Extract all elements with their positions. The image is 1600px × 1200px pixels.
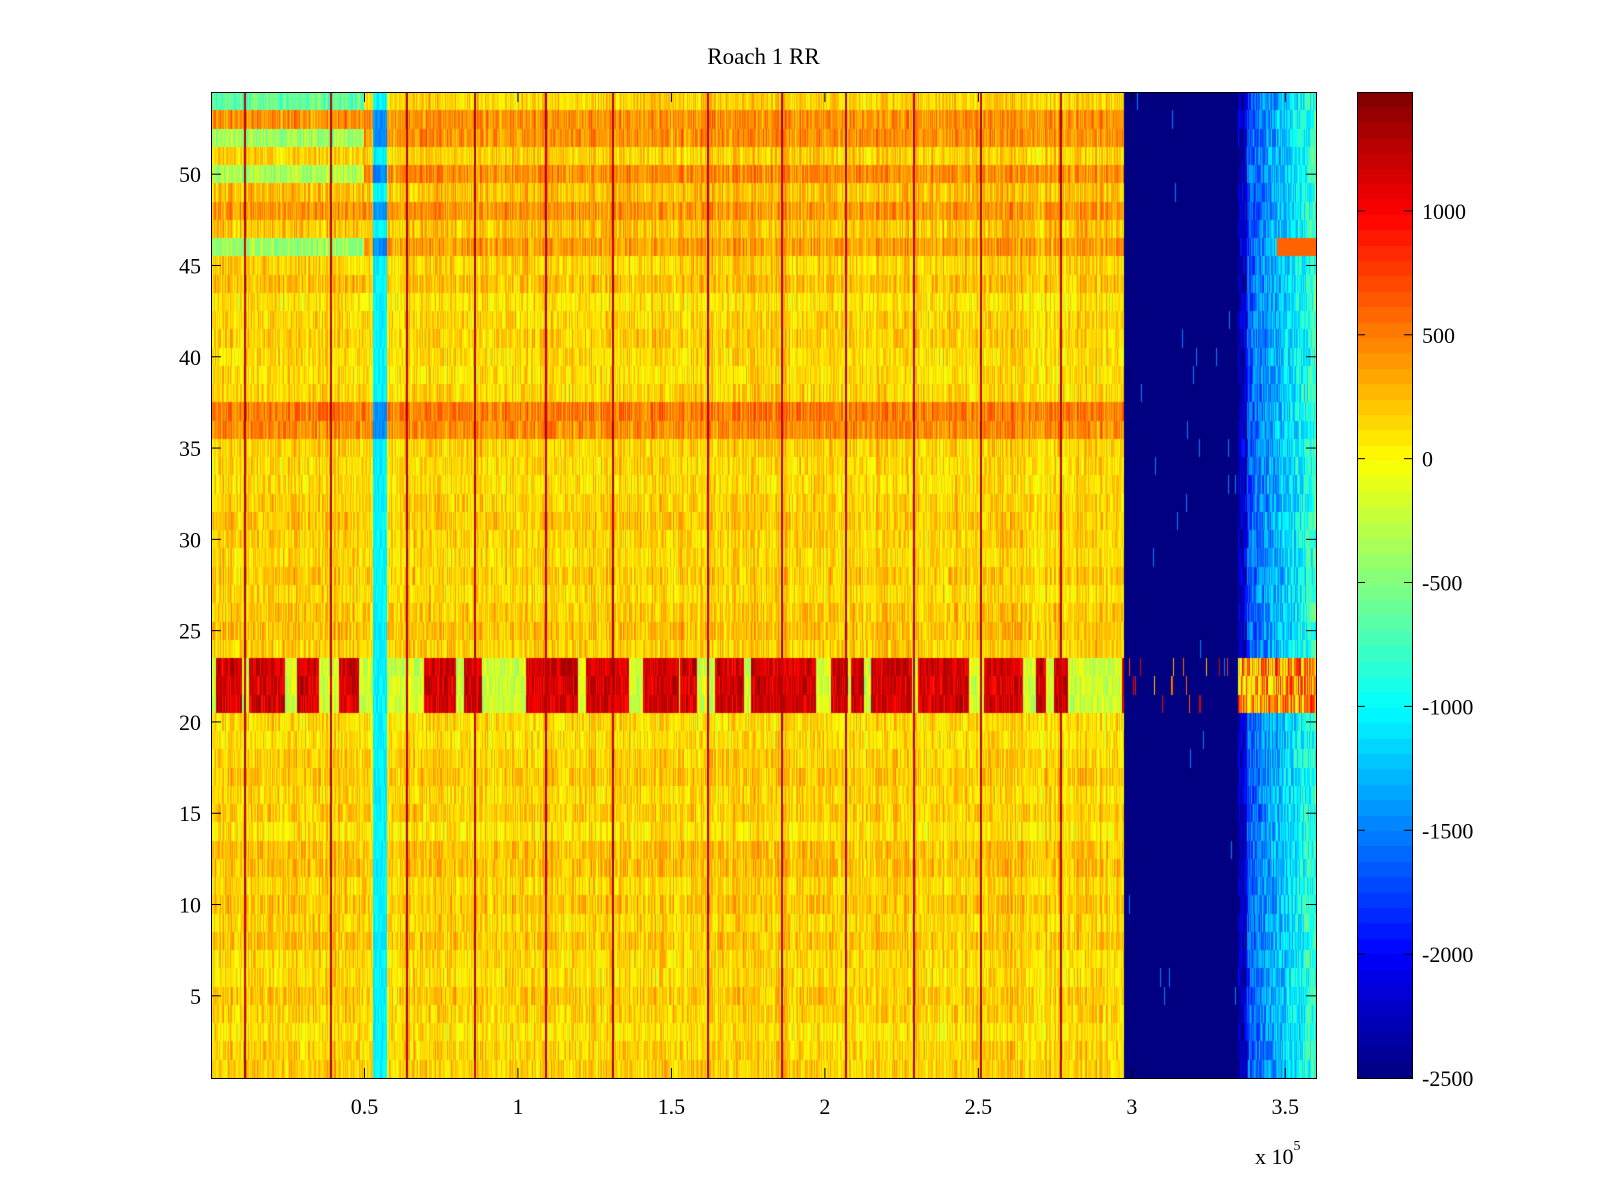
x-tick-label: 1 xyxy=(512,1094,523,1119)
x-tick-label: 3.5 xyxy=(1272,1094,1300,1119)
colorbar-tick-label: -500 xyxy=(1422,571,1462,596)
y-tick-label: 25 xyxy=(179,619,201,644)
plot-frame xyxy=(211,92,1317,1079)
x-exponent-base: x 10 xyxy=(1255,1144,1294,1169)
colorbar-tick-label: 0 xyxy=(1422,447,1433,472)
y-tick-label: 5 xyxy=(190,984,201,1009)
x-tick-label: 1.5 xyxy=(658,1094,686,1119)
x-exponent-power: 5 xyxy=(1293,1138,1301,1154)
x-tick-label: 2.5 xyxy=(965,1094,993,1119)
x-exponent-label: x 105 xyxy=(1255,1139,1301,1170)
y-tick-label: 50 xyxy=(179,162,201,187)
heatmap-image xyxy=(211,92,1316,1078)
y-tick-label: 15 xyxy=(179,801,201,826)
colorbar-tick-label: -1000 xyxy=(1422,694,1473,719)
x-tick-label: 3 xyxy=(1126,1094,1137,1119)
colorbar-tick-label: 1000 xyxy=(1422,199,1466,224)
y-tick-label: 30 xyxy=(179,527,201,552)
x-tick-label: 0.5 xyxy=(351,1094,379,1119)
chart-title: Roach 1 RR xyxy=(707,44,820,69)
y-tick-label: 40 xyxy=(179,345,201,370)
colorbar-tick-label: -1500 xyxy=(1422,818,1473,843)
colorbar-image xyxy=(1357,92,1412,1078)
y-tick-label: 35 xyxy=(179,436,201,461)
colorbar-tick-label: 500 xyxy=(1422,323,1455,348)
y-tick-label: 20 xyxy=(179,710,201,735)
colorbar-tick-label: -2000 xyxy=(1422,942,1473,967)
y-tick-label: 10 xyxy=(179,893,201,918)
colorbar-tick-label: -2500 xyxy=(1422,1066,1473,1091)
colorbar-frame xyxy=(1357,92,1413,1079)
y-tick-label: 45 xyxy=(179,253,201,278)
x-tick-label: 2 xyxy=(819,1094,830,1119)
